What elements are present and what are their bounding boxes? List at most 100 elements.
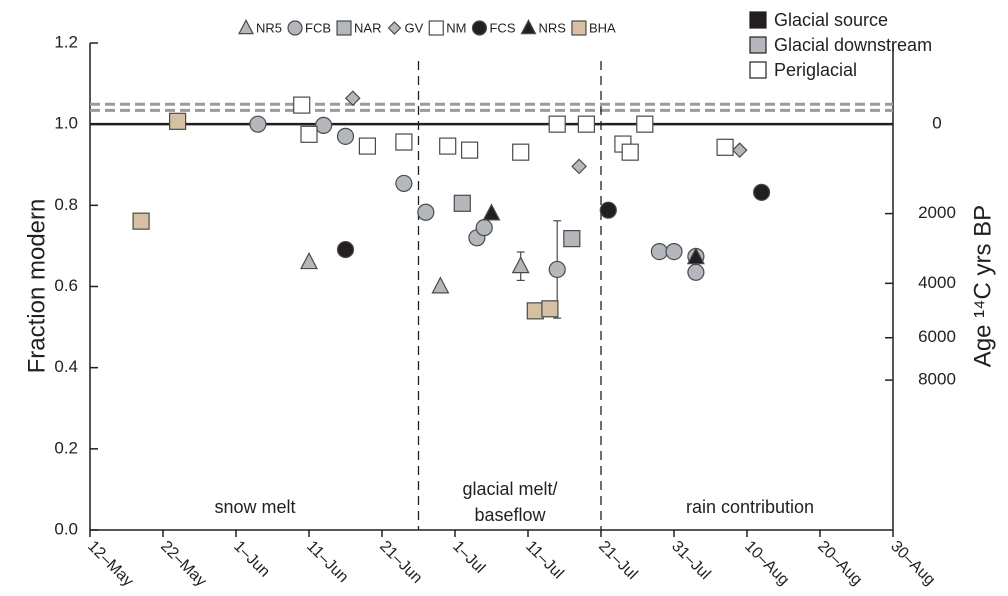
point: [665, 242, 683, 261]
legend-marker: [287, 20, 303, 36]
point: [358, 137, 376, 155]
x-tick-label: 20–Aug: [814, 538, 865, 589]
x-tick-label: 11–Jul: [522, 538, 567, 583]
y-tick-label: 0.6: [54, 276, 78, 295]
legend-item: GV: [387, 20, 424, 35]
point: [571, 158, 587, 175]
y-tick-label: 1.0: [54, 114, 78, 133]
point: [686, 247, 705, 265]
legend-label: NRS: [538, 20, 566, 35]
legend-item: NRS: [520, 19, 566, 35]
x-tick-label: 1–Jul: [449, 538, 488, 577]
y2-tick-label: 4000: [918, 273, 956, 292]
legend-marker: [571, 20, 587, 36]
legend-label: NM: [446, 20, 466, 35]
point: [300, 125, 318, 143]
point: [453, 194, 471, 212]
point: [169, 112, 187, 130]
point: [511, 256, 530, 274]
y2-tick-label: 8000: [918, 370, 956, 389]
group-legend-swatch: [749, 11, 767, 29]
point: [293, 96, 311, 114]
legend-marker: [336, 20, 352, 36]
legend-label: NR5: [256, 20, 282, 35]
group-legend-label: Glacial source: [774, 10, 888, 30]
point: [439, 137, 457, 155]
point: [731, 142, 748, 158]
point: [752, 183, 771, 201]
point: [417, 203, 435, 221]
x-tick-label: 21–Jun: [376, 538, 425, 587]
legend-label: FCB: [305, 20, 331, 35]
y-tick-label: 0.8: [54, 195, 78, 214]
point: [344, 90, 361, 107]
point: [395, 133, 413, 151]
point: [636, 115, 654, 133]
legend-label: NAR: [354, 20, 381, 35]
y-tick-label: 0.2: [54, 438, 78, 457]
phase-label: rain contribution: [686, 497, 814, 517]
legend-marker: [387, 21, 402, 35]
point: [687, 263, 705, 281]
legend-marker: [238, 19, 254, 35]
x-tick-label: 21–Jul: [595, 538, 640, 583]
group-legend-swatch: [749, 36, 767, 54]
point: [475, 219, 493, 237]
y-tick-label: 1.2: [54, 32, 78, 51]
x-tick-label: 30–Aug: [887, 538, 938, 589]
x-tick-label: 1–Jun: [230, 538, 273, 581]
legend-item: BHA: [571, 20, 616, 36]
y2-tick-label: 2000: [918, 203, 956, 222]
point: [336, 127, 355, 145]
legend-item: FCS: [471, 20, 516, 36]
point: [482, 203, 501, 221]
y-axis-title: Fraction modern: [23, 199, 50, 374]
phase-label: glacial melt/: [462, 479, 557, 499]
legend-item: NM: [428, 20, 466, 36]
point: [599, 201, 617, 219]
point: [395, 174, 413, 193]
legend-marker: [428, 20, 444, 36]
phase-label: baseflow: [474, 505, 546, 525]
point: [512, 143, 530, 161]
group-legend-label: Periglacial: [774, 60, 857, 80]
legend-item: FCB: [287, 20, 331, 36]
phase-label: snow melt: [214, 497, 295, 517]
y2-axis-title: Age ¹⁴C yrs BP: [969, 205, 996, 367]
point: [577, 115, 596, 133]
point: [716, 138, 734, 156]
y-tick-label: 0.4: [54, 357, 78, 376]
y2-tick-label: 6000: [918, 327, 956, 346]
point: [336, 240, 355, 259]
point: [563, 230, 581, 248]
legend-item: NR5: [238, 19, 282, 35]
legend-label: BHA: [589, 20, 616, 35]
y-tick-label: 0.0: [54, 519, 78, 538]
point: [541, 300, 559, 318]
x-tick-label: 11–Jun: [303, 538, 351, 586]
legend-label: FCS: [489, 20, 515, 35]
group-legend-label: Glacial downstream: [774, 35, 932, 55]
y2-tick-label: 0: [932, 114, 941, 133]
point: [526, 302, 544, 320]
legend-marker: [520, 19, 537, 35]
point: [315, 116, 333, 134]
legend-item: NAR: [336, 20, 381, 36]
x-tick-label: 12–May: [84, 538, 136, 590]
x-tick-label: 22–May: [157, 538, 209, 590]
point: [650, 242, 669, 261]
point: [249, 115, 267, 133]
legend-marker: [471, 20, 488, 36]
point: [461, 141, 479, 159]
group-legend-swatch: [749, 61, 767, 79]
point: [548, 115, 566, 133]
x-tick-label: 10–Aug: [741, 538, 792, 589]
legend-label: GV: [404, 20, 423, 35]
point: [132, 212, 150, 230]
x-tick-label: 31–Jul: [668, 538, 713, 583]
point: [431, 276, 450, 294]
point: [621, 143, 639, 161]
point: [300, 252, 318, 270]
point: [548, 260, 566, 279]
